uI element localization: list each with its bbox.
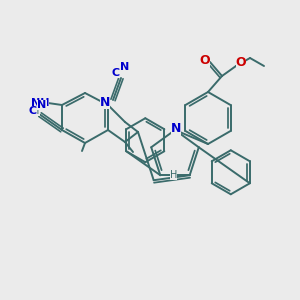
Text: O: O xyxy=(236,56,246,70)
Text: C: C xyxy=(29,106,37,116)
Text: C: C xyxy=(112,68,120,78)
Text: N: N xyxy=(100,95,110,109)
Text: H: H xyxy=(32,106,40,116)
Text: N: N xyxy=(120,62,130,72)
Text: NH: NH xyxy=(31,98,49,108)
Text: H: H xyxy=(170,170,177,180)
Text: N: N xyxy=(171,122,181,136)
Text: O: O xyxy=(200,53,210,67)
Text: N: N xyxy=(38,100,46,110)
